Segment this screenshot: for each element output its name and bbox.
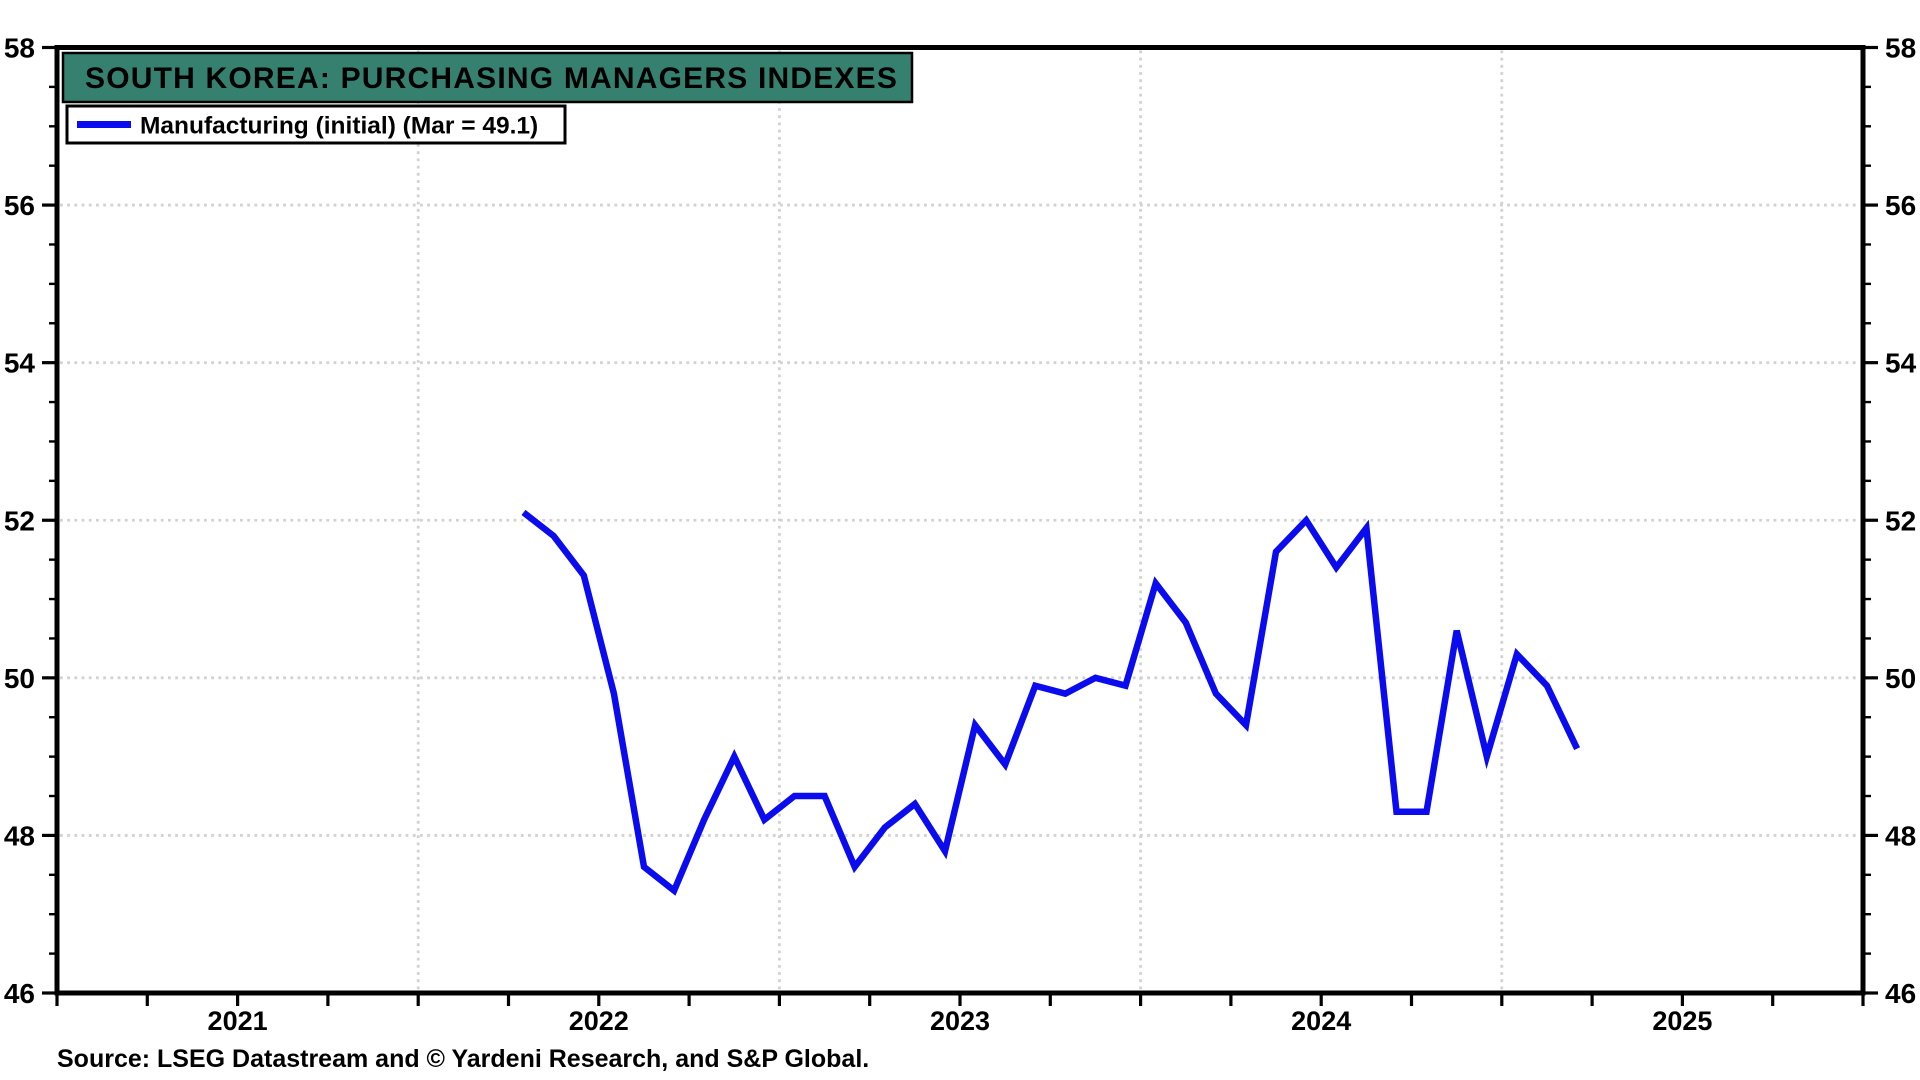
axis-ticks xyxy=(42,45,1878,1006)
y-label-right-54: 54 xyxy=(1885,348,1917,379)
y-axis-labels-left: 58 56 54 52 50 48 46 xyxy=(4,33,36,1010)
y-label-right-50: 50 xyxy=(1885,663,1916,694)
gridlines xyxy=(60,50,1860,990)
chart-title: SOUTH KOREA: PURCHASING MANAGERS INDEXES xyxy=(85,62,898,95)
pmi-series-line xyxy=(521,509,1581,896)
x-axis-year-labels: 2021 2022 2023 2024 2025 xyxy=(208,1006,1713,1036)
year-label-2024: 2024 xyxy=(1291,1006,1351,1036)
y-label-left-46: 46 xyxy=(4,978,35,1009)
title-banner: SOUTH KOREA: PURCHASING MANAGERS INDEXES xyxy=(61,51,914,104)
y-label-left-54: 54 xyxy=(4,348,36,379)
y-label-left-58: 58 xyxy=(4,33,35,64)
legend: Manufacturing (initial) (Mar = 49.1) xyxy=(65,104,567,145)
y-label-left-56: 56 xyxy=(4,190,35,221)
y-label-right-56: 56 xyxy=(1885,190,1916,221)
y-label-left-48: 48 xyxy=(4,820,35,851)
year-label-2023: 2023 xyxy=(930,1006,990,1036)
legend-box xyxy=(65,104,567,145)
y-label-right-48: 48 xyxy=(1885,820,1916,851)
y-label-left-52: 52 xyxy=(4,505,35,536)
y-label-left-50: 50 xyxy=(4,663,35,694)
y-axis-labels-right: 58 56 54 52 50 48 46 xyxy=(1885,33,1917,1010)
y-label-right-46: 46 xyxy=(1885,978,1916,1009)
series-group xyxy=(521,509,1581,896)
year-label-2025: 2025 xyxy=(1652,1006,1712,1036)
source-note: Source: LSEG Datastream and © Yardeni Re… xyxy=(57,1045,869,1073)
y-label-right-58: 58 xyxy=(1885,33,1916,64)
y-label-right-52: 52 xyxy=(1885,505,1916,536)
title-banner-box xyxy=(61,51,914,104)
year-label-2021: 2021 xyxy=(208,1006,268,1036)
legend-label: Manufacturing (initial) (Mar = 49.1) xyxy=(140,113,538,140)
year-label-2022: 2022 xyxy=(569,1006,629,1036)
